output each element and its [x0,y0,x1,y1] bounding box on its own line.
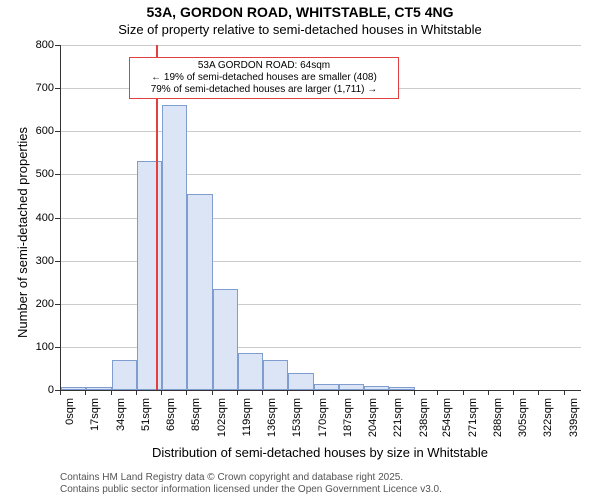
x-tick-label: 136sqm [266,398,278,437]
x-tick-mark [136,390,137,395]
x-tick-label: 102sqm [216,398,228,437]
x-tick-mark [287,390,288,395]
y-tick-label: 800 [24,39,54,51]
x-tick-label: 119sqm [241,398,253,436]
chart-title-sub: Size of property relative to semi-detach… [0,22,600,37]
histogram-bar [288,373,313,390]
y-tick-mark [55,304,60,305]
grid-line [61,131,581,132]
x-tick-label: 0sqm [64,398,76,425]
grid-line [61,45,581,46]
chart-container: 53A, GORDON ROAD, WHITSTABLE, CT5 4NG Si… [0,0,600,500]
x-tick-label: 238sqm [418,398,430,437]
x-tick-label: 288sqm [492,398,504,437]
histogram-bar [263,360,288,390]
x-tick-label: 322sqm [542,398,554,437]
histogram-bar [61,387,86,390]
x-tick-label: 271sqm [467,398,479,437]
x-tick-mark [161,390,162,395]
y-tick-label: 500 [24,168,54,180]
y-tick-mark [55,261,60,262]
y-tick-label: 300 [24,255,54,267]
x-tick-label: 305sqm [517,398,529,437]
y-tick-mark [55,131,60,132]
chart-title-main: 53A, GORDON ROAD, WHITSTABLE, CT5 4NG [0,4,600,20]
x-tick-mark [313,390,314,395]
x-tick-mark [363,390,364,395]
x-tick-mark [463,390,464,395]
x-tick-label: 221sqm [392,398,404,437]
x-tick-mark [262,390,263,395]
x-tick-label: 85sqm [190,398,202,431]
x-tick-label: 34sqm [115,398,127,431]
x-tick-label: 17sqm [89,398,101,431]
histogram-bar [238,353,263,390]
y-tick-mark [55,218,60,219]
x-tick-mark [414,390,415,395]
histogram-bar [339,384,364,390]
x-tick-mark [513,390,514,395]
x-tick-mark [338,390,339,395]
y-tick-label: 700 [24,82,54,94]
x-axis-title: Distribution of semi-detached houses by … [60,445,580,460]
y-tick-label: 200 [24,298,54,310]
plot-area: 53A GORDON ROAD: 64sqm← 19% of semi-deta… [60,45,581,391]
x-tick-mark [85,390,86,395]
x-tick-label: 153sqm [291,398,303,437]
y-tick-label: 400 [24,212,54,224]
y-tick-mark [55,45,60,46]
histogram-bar [112,360,137,390]
y-tick-label: 100 [24,341,54,353]
x-tick-mark [186,390,187,395]
y-tick-mark [55,174,60,175]
annotation-line: 53A GORDON ROAD: 64sqm [134,60,394,72]
annotation-line: ← 19% of semi-detached houses are smalle… [134,72,394,84]
x-tick-mark [437,390,438,395]
x-tick-mark [111,390,112,395]
y-tick-label: 600 [24,125,54,137]
x-tick-mark [538,390,539,395]
footer-line-2: Contains public sector information licen… [60,484,442,495]
y-tick-mark [55,347,60,348]
y-tick-label: 0 [24,384,54,396]
x-tick-mark [60,390,61,395]
x-tick-label: 204sqm [367,398,379,437]
x-tick-label: 68sqm [165,398,177,431]
x-tick-label: 339sqm [568,398,580,437]
histogram-bar [187,194,212,390]
x-tick-label: 187sqm [342,398,354,437]
x-tick-label: 254sqm [441,398,453,437]
x-tick-mark [488,390,489,395]
x-tick-mark [237,390,238,395]
annotation-box: 53A GORDON ROAD: 64sqm← 19% of semi-deta… [129,57,399,99]
x-tick-label: 170sqm [317,398,329,437]
y-tick-mark [55,88,60,89]
x-tick-mark [388,390,389,395]
histogram-bar [137,161,162,390]
histogram-bar [213,289,238,390]
histogram-bar [162,105,187,390]
footer-line-1: Contains HM Land Registry data © Crown c… [60,472,403,483]
histogram-bar [364,386,389,390]
histogram-bar [389,387,414,390]
x-tick-mark [564,390,565,395]
histogram-bar [86,387,111,390]
histogram-bar [314,384,339,390]
annotation-line: 79% of semi-detached houses are larger (… [134,84,394,96]
x-tick-mark [212,390,213,395]
x-tick-label: 51sqm [140,398,152,431]
